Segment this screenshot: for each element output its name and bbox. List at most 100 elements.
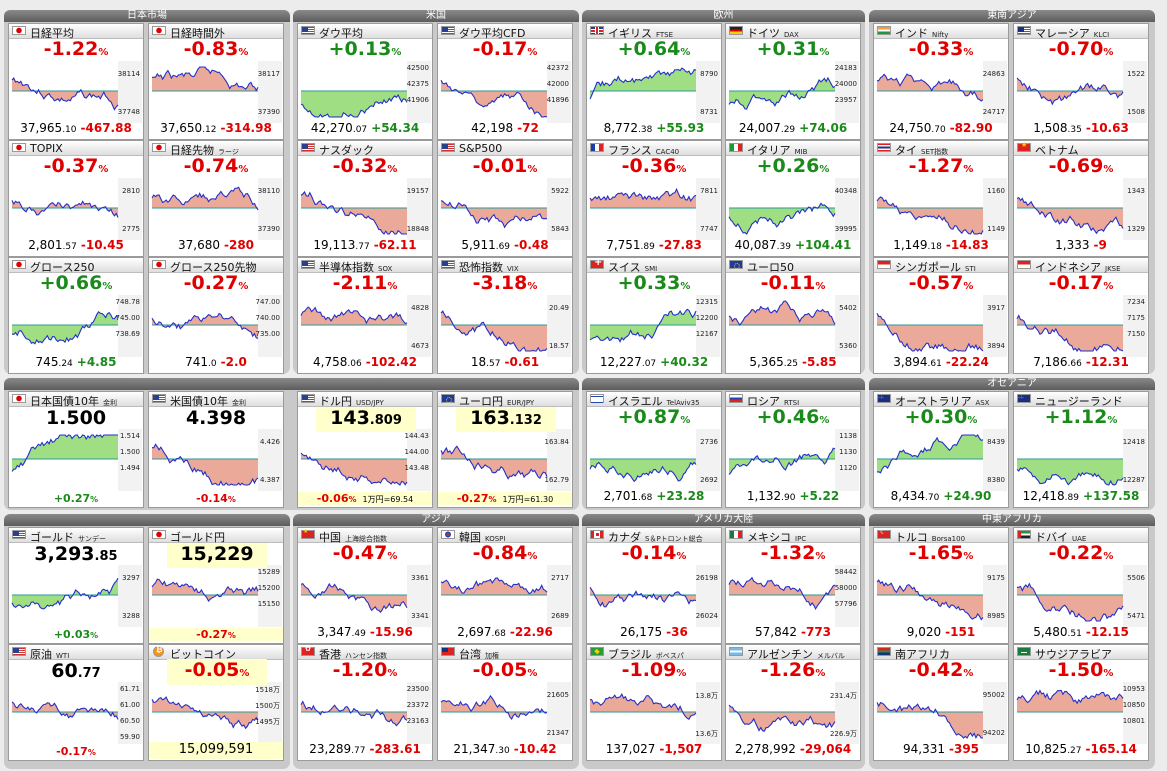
intraday-chart[interactable] (588, 61, 720, 123)
market-tile-thailand[interactable]: タイ SET指数 1160 1149 -1.27% 1,149.18 -14.83 (873, 140, 1009, 257)
market-tile-korea[interactable]: 韓国 KOSPI 2717 2689 -0.84% 2,697.68 -22.96 (437, 527, 573, 644)
intraday-chart[interactable] (588, 682, 720, 744)
intraday-chart[interactable] (299, 295, 431, 357)
market-tile-usa[interactable]: 半導体指数 SOX 4828 4673 -2.11% 4,758.06 -102.42 (297, 257, 433, 374)
market-tile-japan[interactable]: グロース250 748.78 745.00 738.69 +0.66% 745.24 +4.… (8, 257, 144, 374)
tile-name: インド Nifty (895, 25, 948, 41)
market-tile-uae[interactable]: ドバイ UAE 5506 5471 -0.22% 5,480.51 -12.15 (1013, 527, 1149, 644)
intraday-chart[interactable] (727, 295, 859, 357)
intraday-chart[interactable] (1015, 565, 1147, 627)
market-tile-southafrica[interactable]: 南アフリカ 95002 94202 -0.42% 94,331 -395 (873, 644, 1009, 761)
market-tile-usa[interactable]: ナスダック 19157 18848 -0.32% 19,113.77 -62.11 (297, 140, 433, 257)
price-footer: 23,289.77 -283.61 (298, 742, 432, 759)
intraday-chart[interactable] (727, 178, 859, 240)
intraday-chart[interactable] (875, 178, 1007, 240)
market-tile-canada[interactable]: カナダ S＆Pトロント総合 26198 26024 -0.14% 26,175 -36 (586, 527, 722, 644)
market-tile-japan[interactable]: 日経先物 ラージ 38110 37390 -0.74% 37,680 -280 (148, 140, 284, 257)
intraday-chart[interactable] (150, 178, 282, 240)
market-tile-india[interactable]: インド Nifty 24863 24717 -0.33% 24,750.70 -82.90 (873, 23, 1009, 140)
intraday-chart[interactable] (299, 178, 431, 240)
intraday-chart[interactable] (875, 429, 1007, 491)
intraday-chart[interactable] (439, 429, 571, 491)
intraday-chart[interactable] (150, 429, 282, 491)
tile-header: タイ SET指数 (874, 141, 1008, 157)
market-tile-usa[interactable]: 米国債10年 金利 4.426 4.387 4.398 -0.14% (148, 391, 284, 508)
market-tile-italy[interactable]: イタリア MIB 40348 39995 +0.26% 40,087.39 +104.41 (725, 140, 861, 257)
intraday-chart[interactable] (439, 178, 571, 240)
intraday-chart[interactable] (10, 295, 142, 357)
market-tile-japan[interactable]: TOPIX 2810 2775 -0.37% 2,801.57 -10.45 (8, 140, 144, 257)
intraday-chart[interactable] (1015, 429, 1147, 491)
intraday-chart[interactable] (588, 295, 720, 357)
market-tile-france[interactable]: フランス CAC40 7811 7747 -0.36% 7,751.89 -27.83 (586, 140, 722, 257)
intraday-chart[interactable] (875, 295, 1007, 357)
market-tile-japan[interactable]: 日本国債10年 金利 1.514 1.500 1.494 1.500 +0.27% (8, 391, 144, 508)
intraday-chart[interactable] (439, 295, 571, 357)
intraday-chart[interactable] (150, 565, 282, 627)
intraday-chart[interactable] (1015, 682, 1147, 744)
intraday-chart[interactable] (299, 565, 431, 627)
intraday-chart[interactable] (1015, 295, 1147, 357)
market-tile-japan[interactable]: 日経平均 38114 37748 -1.22% 37,965.10 -467.88 (8, 23, 144, 140)
intraday-chart[interactable] (588, 178, 720, 240)
market-tile-indonesia[interactable]: インドネシア JKSE 7234 7175 7150 -0.17% 7,186.66 -12.… (1013, 257, 1149, 374)
market-tile-australia[interactable]: オーストラリア ASX 8439 8380 +0.30% 8,434.70 +24.90 (873, 391, 1009, 508)
market-tile-eu[interactable]: ユーロ円 EUR/JPY 163.84 162.79 163.132 -0.27% 1万円=… (437, 391, 573, 508)
intraday-chart[interactable] (150, 682, 282, 744)
intraday-chart[interactable] (727, 429, 859, 491)
market-tile-taiwan[interactable]: 台湾 加権 21605 21347 -0.05% 21,347.30 -10.42 (437, 644, 573, 761)
market-tile-usa[interactable]: ダウ平均CFD 42372 42000 41896 -0.17% 42,198 -72 (437, 23, 573, 140)
market-tile-usa[interactable]: S&P500 5922 5843 -0.01% 5,911.69 -0.48 (437, 140, 573, 257)
market-tile-brazil[interactable]: ブラジル ボベスパ 13.8万 13.6万 -1.09% 137,027 -1,507 (586, 644, 722, 761)
market-tile-argentina[interactable]: アルゼンチン メルバル 231.4万 226.9万 -1.26% 2,278,992 -29… (725, 644, 861, 761)
market-tile-malaysia[interactable]: マレーシア KLCI 1522 1508 -0.70% 1,508.35 -10.63 (1013, 23, 1149, 140)
intraday-chart[interactable] (875, 565, 1007, 627)
market-tile-bitcoin[interactable]: ビットコイン 1518万 1500万 1495万 -0.05% 15,099,591 (148, 644, 284, 761)
market-tile-usa[interactable]: ダウ平均 42500 42375 41906 +0.13% 42,270.07 +54.34 (297, 23, 433, 140)
intraday-chart[interactable] (875, 682, 1007, 744)
intraday-chart[interactable] (150, 61, 282, 123)
intraday-chart[interactable] (299, 429, 431, 491)
market-tile-usa[interactable]: 原油 WTI 61.71 61.00 60.50 59.90 60.77 -0.17% (8, 644, 144, 761)
intraday-chart[interactable] (150, 295, 282, 357)
intraday-chart[interactable] (299, 682, 431, 744)
intraday-chart[interactable] (727, 565, 859, 627)
intraday-chart[interactable] (10, 565, 142, 627)
intraday-chart[interactable] (439, 61, 571, 123)
intraday-chart[interactable] (727, 61, 859, 123)
intraday-chart[interactable] (439, 565, 571, 627)
market-tile-japan[interactable]: 日経時間外 38117 37390 -0.83% 37,650.12 -314.98 (148, 23, 284, 140)
market-tile-mexico[interactable]: メキシコ IPC 58442 58000 57796 -1.32% 57,842 -773 (725, 527, 861, 644)
intraday-chart[interactable] (10, 61, 142, 123)
intraday-chart[interactable] (1015, 178, 1147, 240)
intraday-chart[interactable] (1015, 61, 1147, 123)
market-tile-eu[interactable]: ユーロ50 5402 5360 -0.11% 5,365.25 -5.85 (725, 257, 861, 374)
market-tile-uk[interactable]: イギリス FTSE 8790 8731 +0.64% 8,772.38 +55.93 (586, 23, 722, 140)
intraday-chart[interactable] (10, 429, 142, 491)
market-tile-vietnam[interactable]: ベトナム 1343 1329 -0.69% 1,333-9 (1013, 140, 1149, 257)
market-tile-israel[interactable]: イスラエル TelAviv35 2736 2692 +0.87% 2,701.68 +23.… (586, 391, 722, 508)
intraday-chart[interactable] (875, 61, 1007, 123)
market-tile-singapore[interactable]: シンガポール STI 3917 3894 -0.57% 3,894.61 -22.24 (873, 257, 1009, 374)
market-tile-saudi[interactable]: サウジアラビア 10953 10850 10801 -1.50% 10,825.27 -16… (1013, 644, 1149, 761)
market-tile-usa[interactable]: 恐怖指数 VIX 20.49 18.57 -3.18% 18.57 -0.61 (437, 257, 573, 374)
market-tile-japan[interactable]: グロース250先物 747.00 740.00 735.00 -0.27% 741.0 -2… (148, 257, 284, 374)
intraday-chart[interactable] (588, 565, 720, 627)
intraday-chart[interactable] (588, 429, 720, 491)
intraday-chart[interactable] (299, 61, 431, 123)
market-tile-russia[interactable]: ロシア RTSI 1138 1130 1120 +0.46% 1,132.90 +5.22 (725, 391, 861, 508)
market-tile-japan[interactable]: ゴールド円 15289 15200 15150 15,229 -0.27% (148, 527, 284, 644)
market-tile-newzealand[interactable]: ニュージーランド 12418 12287 +1.12% 12,418.89 +137.58 (1013, 391, 1149, 508)
price-dec: .29 (780, 125, 796, 135)
intraday-chart[interactable] (727, 682, 859, 744)
market-tile-usa[interactable]: ゴールド サンデー 3297 3288 3,293.85 +0.03% (8, 527, 144, 644)
intraday-chart[interactable] (10, 682, 142, 744)
market-tile-usa[interactable]: ドル円 USD/JPY 144.43 144.00 143.48 143.809 -0.06… (297, 391, 433, 508)
intraday-chart[interactable] (439, 682, 571, 744)
intraday-chart[interactable] (10, 178, 142, 240)
market-tile-germany[interactable]: ドイツ DAX 24183 24000 23957 +0.31% 24,007.29 +74.… (725, 23, 861, 140)
